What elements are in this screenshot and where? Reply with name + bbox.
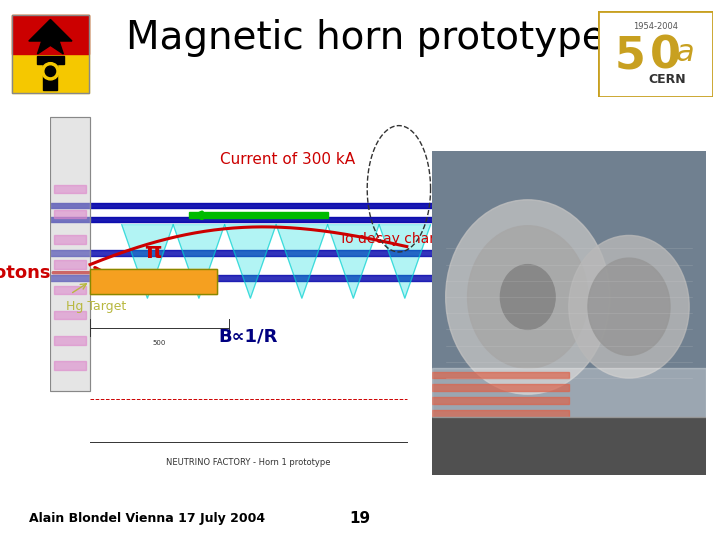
Text: Alain Blondel Vienna 17 July 2004: Alain Blondel Vienna 17 July 2004: [29, 512, 265, 525]
Bar: [55, 260, 86, 269]
Text: NEUTRINO FACTORY - Horn 1 prototype: NEUTRINO FACTORY - Horn 1 prototype: [166, 458, 330, 467]
Bar: [432, 397, 569, 404]
Bar: [189, 212, 328, 218]
Bar: [55, 185, 86, 193]
Circle shape: [500, 265, 555, 329]
Bar: [55, 311, 86, 319]
Bar: [432, 372, 569, 378]
Bar: [50, 117, 90, 391]
Circle shape: [45, 66, 55, 77]
Polygon shape: [174, 225, 225, 298]
Text: Magnetic horn prototype: Magnetic horn prototype: [126, 19, 606, 57]
Polygon shape: [225, 225, 276, 298]
Bar: [43, 57, 58, 90]
Text: 500: 500: [153, 340, 166, 346]
Text: Current of 300 kA: Current of 300 kA: [220, 152, 356, 167]
Circle shape: [42, 63, 59, 80]
Circle shape: [569, 235, 689, 378]
Circle shape: [446, 200, 610, 394]
Circle shape: [588, 258, 670, 355]
Bar: [50, 117, 90, 391]
Bar: [432, 417, 706, 475]
Bar: [55, 286, 86, 294]
Text: 19: 19: [349, 511, 371, 526]
Bar: [55, 336, 86, 345]
Polygon shape: [276, 225, 328, 298]
Bar: [432, 368, 706, 417]
Bar: [55, 235, 86, 244]
Text: π: π: [145, 242, 162, 262]
Text: Hg Target: Hg Target: [66, 300, 127, 313]
Bar: [90, 269, 217, 294]
Bar: [432, 384, 569, 391]
Text: Protons: Protons: [0, 264, 50, 282]
Bar: [50, 202, 446, 208]
Text: To decay channel: To decay channel: [339, 232, 459, 246]
Text: a: a: [676, 38, 695, 67]
Bar: [50, 250, 446, 256]
Bar: [50, 218, 446, 222]
Bar: [50, 275, 446, 281]
Bar: [12, 15, 89, 54]
Polygon shape: [379, 225, 431, 298]
Text: CERN: CERN: [648, 73, 685, 86]
Text: B∝1/R: B∝1/R: [219, 327, 278, 345]
Text: 0: 0: [649, 34, 680, 77]
Bar: [37, 56, 64, 64]
Text: 1954-2004: 1954-2004: [633, 22, 678, 31]
Bar: [90, 269, 217, 294]
Bar: [432, 410, 569, 417]
Bar: [55, 210, 86, 218]
Circle shape: [467, 226, 588, 368]
Polygon shape: [328, 225, 379, 298]
Bar: [55, 361, 86, 370]
Text: 5: 5: [615, 34, 646, 77]
Polygon shape: [122, 225, 174, 298]
Polygon shape: [29, 19, 72, 54]
